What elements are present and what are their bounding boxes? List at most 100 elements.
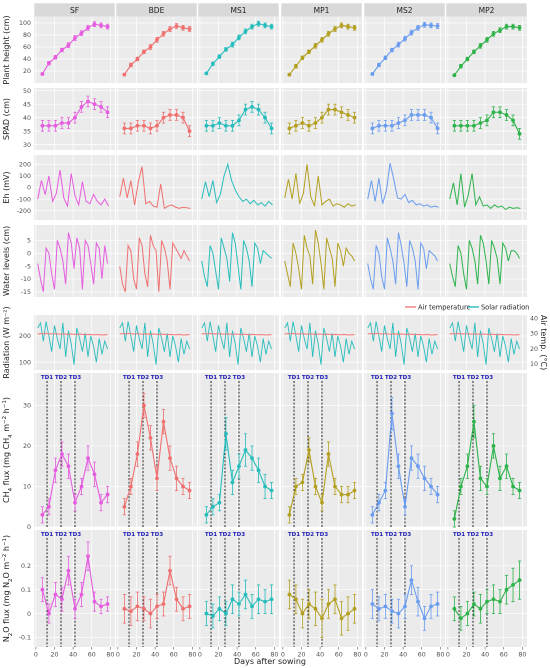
data-point [79, 592, 84, 597]
data-point [416, 464, 420, 469]
data-point [313, 121, 318, 125]
data-point [217, 54, 222, 59]
air-temperature-line [367, 332, 438, 336]
data-point [187, 604, 192, 609]
data-point [148, 435, 153, 440]
data-point [161, 602, 166, 606]
td-label-3: TD3 [151, 375, 163, 381]
data-point [452, 123, 457, 128]
data-point [383, 488, 388, 493]
td-label-2: TD2 [55, 375, 67, 381]
data-point [390, 609, 394, 614]
panel-water-bde [116, 225, 197, 297]
data-point [217, 606, 222, 611]
data-point [237, 602, 241, 606]
data-point [320, 616, 324, 621]
data-point [287, 512, 292, 517]
data-point [429, 115, 433, 120]
data-point [478, 121, 483, 125]
x-tick-label: 60 [252, 652, 260, 659]
panel-water-mp2 [446, 225, 527, 297]
data-point [135, 452, 140, 456]
panel-ch4-mp1: TD1 TD2 TD3 [281, 373, 362, 528]
td-label-1: TD1 [453, 532, 465, 538]
td-label-3: TD3 [481, 375, 493, 381]
data-point [66, 568, 71, 573]
data-point [300, 480, 305, 485]
panel-plant_height-mp2 [446, 17, 527, 83]
data-point [458, 484, 463, 489]
data-point [504, 464, 509, 469]
data-point [263, 23, 267, 28]
data-point [300, 55, 305, 60]
panel-n2o-mp1: TD1 TD2 TD3 [281, 530, 362, 647]
data-point [174, 597, 179, 602]
panel-background [116, 17, 197, 83]
data-point [46, 611, 51, 616]
data-point [517, 131, 522, 136]
data-point [40, 512, 45, 517]
data-point [465, 123, 470, 128]
panel-background [198, 530, 279, 647]
y-tick-label-water: -10 [21, 276, 31, 283]
data-point [472, 419, 476, 424]
data-point [472, 123, 476, 128]
data-point [66, 464, 71, 469]
x-tick-label: 80 [188, 652, 196, 659]
series-line-mp2 [449, 173, 521, 211]
data-point [181, 484, 185, 489]
td-label-2: TD2 [467, 532, 479, 538]
data-point [204, 123, 209, 128]
panel-radiation-ms2 [364, 315, 445, 370]
data-point [60, 48, 64, 52]
data-point [181, 606, 185, 611]
data-point [230, 42, 235, 47]
td-label-2: TD2 [219, 532, 231, 538]
y-tick-label-water: 0 [27, 250, 31, 257]
y-tick-label-n2o: 0.2 [21, 563, 31, 570]
x-tick-label: 0 [364, 652, 368, 659]
td-label-2: TD2 [55, 532, 67, 538]
data-point [498, 599, 502, 604]
td-label-2: TD2 [302, 375, 314, 381]
data-point [452, 606, 457, 611]
data-point [403, 504, 407, 509]
data-point [122, 126, 127, 131]
panel-spad-ms2 [364, 88, 445, 150]
data-point [326, 452, 331, 456]
y2-tick-label: 40 [530, 315, 538, 322]
data-point [73, 606, 77, 611]
panel-ch4-bde: TD1 TD2 TD3 [116, 373, 197, 528]
data-point [293, 123, 298, 128]
y-tick-label-plant_height: 40 [23, 56, 31, 63]
data-point [269, 488, 274, 493]
facet-label-mp1: MP1 [314, 6, 330, 15]
data-point [122, 72, 127, 77]
td-label-2: TD2 [385, 375, 397, 381]
data-point [46, 61, 51, 66]
x-tick-label: 20 [214, 652, 222, 659]
data-point [409, 113, 414, 117]
data-point [307, 123, 311, 128]
series-line-ms2 [367, 232, 438, 290]
panel-background [446, 373, 527, 527]
data-point [53, 123, 58, 128]
data-point [269, 597, 274, 602]
td-label-3: TD3 [316, 532, 328, 538]
x-tick-label: 40 [399, 652, 407, 659]
y-tick-label-spad: 50 [23, 88, 31, 95]
data-point [429, 484, 433, 489]
data-point [452, 73, 457, 78]
data-point [504, 24, 509, 29]
data-point [224, 123, 228, 128]
y-tick-label-spad: 45 [23, 101, 31, 108]
data-point [346, 492, 350, 497]
y-tick-label-water: 5 [27, 238, 31, 245]
data-point [263, 599, 267, 604]
td-label-1: TD1 [371, 375, 383, 381]
panel-water-mp1 [281, 225, 362, 297]
data-point [313, 606, 318, 611]
data-point [142, 123, 146, 128]
